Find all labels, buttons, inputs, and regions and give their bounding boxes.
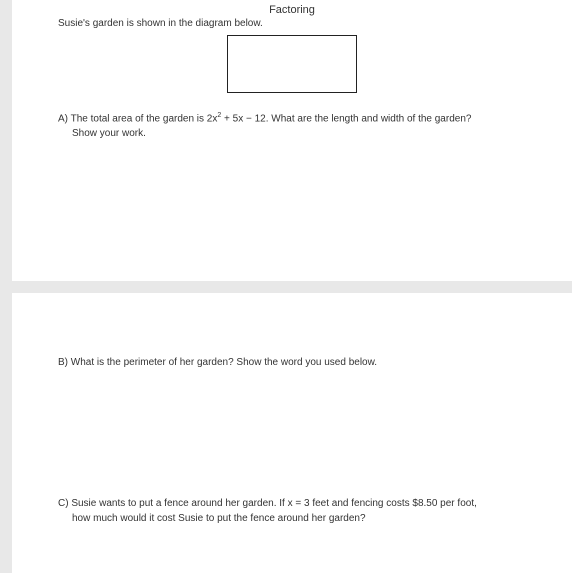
page-1: Factoring Susie's garden is shown in the…	[12, 0, 572, 281]
page-title: Factoring	[12, 0, 572, 18]
diagram-container	[12, 35, 572, 111]
expr-b: + 5x − 12.	[221, 113, 268, 124]
expr-a: 2x	[207, 113, 218, 124]
intro-text: Susie's garden is shown in the diagram b…	[12, 18, 572, 35]
question-b: B) What is the perimeter of her garden? …	[12, 293, 572, 496]
question-c-line2: how much would it cost Susie to put the …	[58, 511, 532, 526]
page-2: B) What is the perimeter of her garden? …	[12, 293, 572, 573]
question-a-suffix: What are the length and width of the gar…	[269, 113, 472, 124]
question-a-line2: Show your work.	[58, 126, 532, 141]
question-a-prefix: A) The total area of the garden is	[58, 113, 207, 124]
question-c: C) Susie wants to put a fence around her…	[12, 496, 572, 566]
garden-rectangle	[227, 35, 357, 93]
question-a: A) The total area of the garden is 2x2 +…	[12, 111, 572, 141]
question-c-line1: C) Susie wants to put a fence around her…	[58, 498, 477, 509]
